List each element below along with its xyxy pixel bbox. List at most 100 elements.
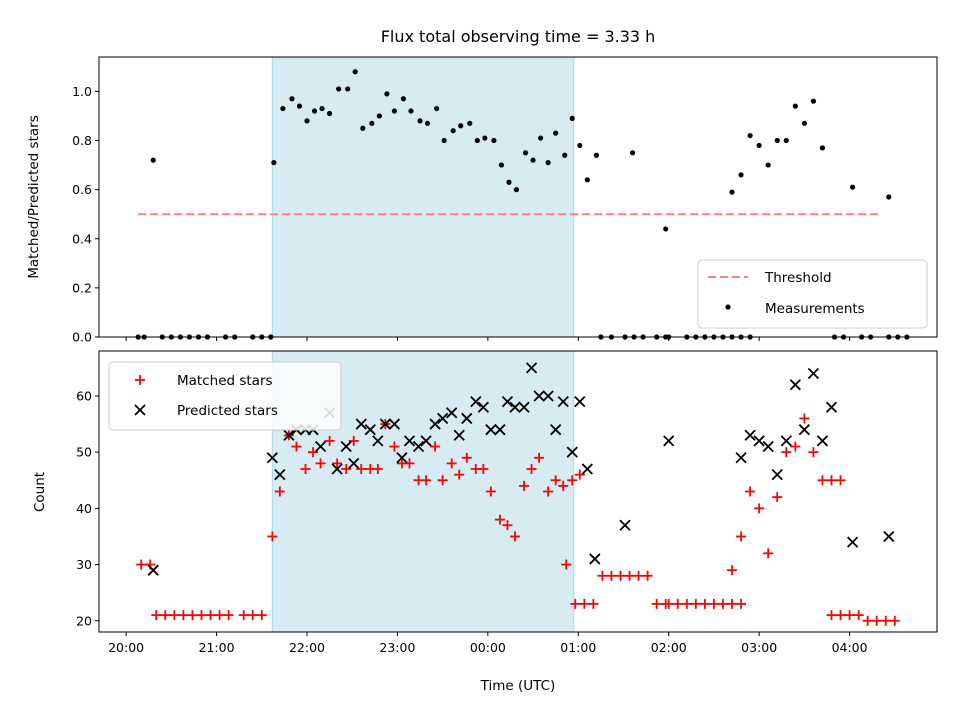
matched-star-point — [642, 570, 653, 581]
cross-b — [403, 435, 416, 447]
matched-star-point — [699, 598, 710, 609]
matched-star-point — [606, 570, 617, 581]
measurement-point — [223, 334, 229, 340]
cross-b — [501, 395, 514, 408]
cross-b — [533, 390, 545, 402]
top-panel: 0.0 0.2 0.4 0.6 0.8 1.0 Threshold Measurements — [72, 56, 938, 345]
bottom-y-axis-label: Count — [32, 472, 48, 512]
predicted-star-point — [509, 401, 521, 413]
predicted-star-point — [589, 553, 601, 565]
measurement-point — [631, 334, 637, 340]
predicted-star-point — [771, 469, 783, 481]
predicted-star-point — [825, 401, 838, 413]
measurement-point — [417, 118, 423, 124]
measurement-point — [654, 334, 660, 340]
measurement-point — [400, 96, 407, 102]
predicted-star-point — [789, 379, 801, 391]
measurement-point — [747, 334, 753, 340]
measurement-point — [840, 334, 847, 340]
measurement-point — [434, 105, 440, 112]
cross-b — [574, 395, 586, 408]
matched-star-point — [826, 475, 837, 486]
measurement-point — [849, 184, 856, 190]
measurement-point — [545, 160, 551, 166]
cross-b — [266, 452, 278, 464]
predicted-star-point — [396, 452, 408, 464]
measurement-point — [482, 135, 488, 141]
cross-b — [470, 395, 482, 408]
matched-star-point — [799, 413, 810, 424]
measurement-point — [159, 334, 165, 340]
matched-star-point — [574, 469, 585, 480]
measurement-point — [819, 145, 826, 151]
matched-star-point — [597, 570, 608, 581]
measurement-point — [895, 334, 901, 340]
cross-b — [883, 530, 895, 543]
predicted-star-point — [314, 440, 327, 453]
matched-star-point — [324, 435, 335, 446]
matched-star-point — [745, 486, 756, 497]
matched-star-point — [736, 531, 747, 542]
matched-star-point — [871, 615, 882, 626]
cross-b — [550, 424, 562, 436]
matched-star-point — [291, 441, 302, 452]
predicted-star-point — [494, 424, 506, 436]
measurement-point — [450, 128, 456, 134]
top-y-axis-label: Matched/Predicted stars — [26, 115, 42, 278]
measurement-point — [640, 334, 646, 340]
matched-star-point — [430, 441, 441, 452]
cross-b — [780, 435, 792, 447]
matched-star-point — [454, 469, 465, 480]
matched-star-point — [160, 610, 171, 621]
cross-b — [437, 412, 449, 425]
matched-star-point — [889, 615, 900, 626]
predicted-star-point — [274, 469, 286, 481]
measurement-point — [792, 103, 798, 109]
cross-b — [789, 379, 801, 391]
matched-star-point — [187, 610, 198, 621]
measurement-point — [729, 189, 735, 195]
measurement-point — [232, 334, 238, 340]
matched-star-point — [205, 610, 216, 621]
matched-star-point — [461, 452, 472, 463]
cross-b — [348, 457, 360, 470]
legend-threshold-label: Threshold — [764, 270, 832, 286]
shaded-span — [271, 56, 575, 338]
predicted-star-point — [533, 390, 545, 402]
measurement-point — [296, 103, 303, 109]
cross-b — [396, 452, 408, 464]
matched-star-point — [781, 447, 792, 458]
measurement-point — [150, 157, 156, 163]
measurement-point — [598, 334, 604, 340]
measurement-point — [810, 98, 817, 104]
predicted-star-point — [412, 440, 425, 453]
cross-b — [771, 469, 783, 481]
measurement-point — [608, 334, 615, 340]
matched-star-point — [579, 598, 590, 609]
predicted-star-point — [485, 424, 497, 436]
cross-b — [446, 407, 458, 419]
cross-b — [420, 435, 432, 447]
cross-b — [619, 519, 631, 531]
x-tick-label: 22:00 — [289, 640, 325, 655]
matched-star-point — [835, 610, 846, 621]
cross-b — [147, 564, 159, 576]
y-tick-label: 0.2 — [72, 280, 92, 295]
measurement-point — [408, 108, 414, 114]
y-tick-label: 0.6 — [72, 182, 92, 197]
matched-star-point — [223, 610, 234, 621]
measurement-point — [801, 120, 807, 126]
measurement-point — [271, 160, 277, 166]
legend-matched-label: Matched stars — [177, 373, 273, 389]
measurement-point — [684, 334, 690, 340]
cross-b — [542, 390, 554, 402]
measurement-point — [259, 334, 265, 340]
bottom-legend: Matched stars Predicted stars — [108, 361, 342, 431]
matched-star-point — [558, 480, 569, 491]
measurement-point — [783, 137, 789, 144]
x-tick-label: 00:00 — [470, 640, 506, 655]
measurement-point — [280, 105, 286, 112]
y-tick-label: 20 — [76, 613, 92, 628]
measurement-point — [135, 334, 141, 340]
matched-star-point — [437, 475, 448, 486]
